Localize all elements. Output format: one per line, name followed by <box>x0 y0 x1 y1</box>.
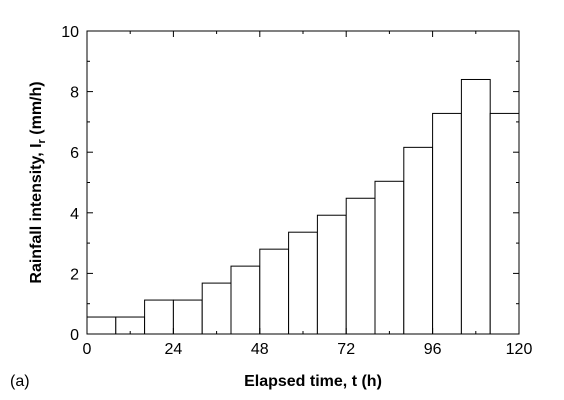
bar-10 <box>374 180 405 335</box>
y-axis-title-main: Rainfall intensity, I <box>28 143 45 283</box>
y-tick-label: 6 <box>70 145 79 162</box>
bar-11 <box>403 146 434 335</box>
y-tick-label: 4 <box>70 206 79 223</box>
bar-4 <box>201 282 232 335</box>
y-tick-label: 2 <box>70 266 79 283</box>
y-tick-label: 10 <box>61 24 79 41</box>
x-tick-label: 72 <box>337 341 355 358</box>
bar-0 <box>86 316 117 335</box>
x-axis-title: Elapsed time, t (h) <box>244 373 382 390</box>
bar-7 <box>288 231 318 335</box>
x-tick-label: 120 <box>506 341 533 358</box>
bar-6 <box>259 248 290 335</box>
bar-12 <box>432 112 462 335</box>
y-tick-label: 8 <box>70 85 79 102</box>
bar-13 <box>460 78 491 335</box>
x-tick-label: 48 <box>251 341 269 358</box>
bar-3 <box>172 299 203 335</box>
bar-2 <box>144 299 174 335</box>
bar-8 <box>316 214 347 335</box>
bar-5 <box>230 265 261 335</box>
y-axis-title: Rainfall intensity, Ir (mm/h) <box>28 81 48 283</box>
bar-14 <box>489 112 520 335</box>
bars-group <box>86 78 520 335</box>
y-axis-title-subscript: r <box>36 138 48 143</box>
x-tick-label: 24 <box>165 341 183 358</box>
y-tick-label: 0 <box>70 327 79 344</box>
panel-label: (a) <box>10 373 30 390</box>
y-axis-title-unit: (mm/h) <box>28 81 45 139</box>
x-tick-label: 0 <box>83 341 92 358</box>
bar-9 <box>345 197 376 335</box>
x-tick-label: 96 <box>424 341 442 358</box>
